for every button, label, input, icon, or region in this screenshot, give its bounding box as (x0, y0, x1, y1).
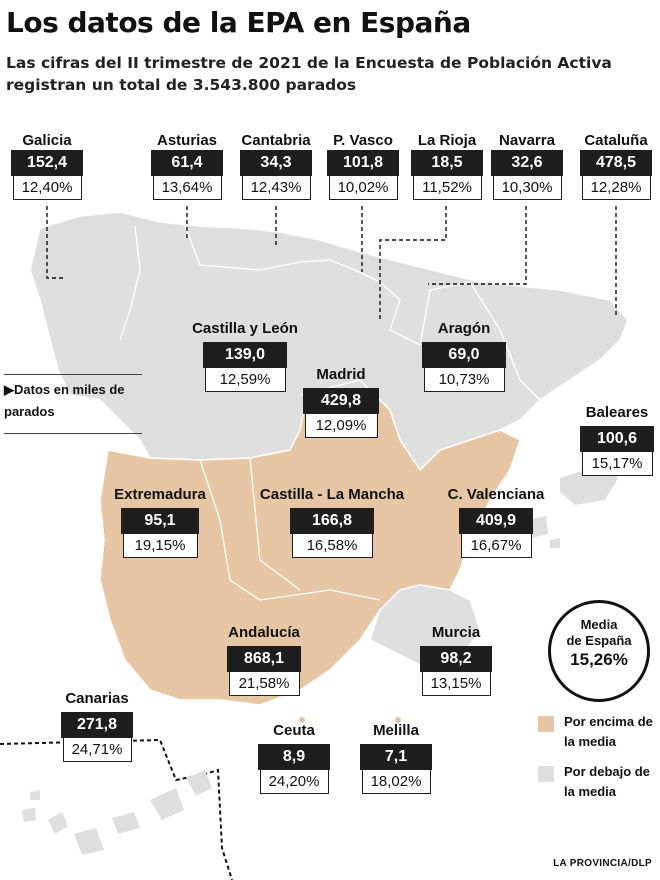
region-madrid: Madrid 429,8 12,09% (300, 366, 382, 438)
region-name: Melilla (373, 722, 419, 739)
page-title: Los datos de la EPA en España (6, 6, 471, 39)
region-cantabria: Cantabria 34,3 12,43% (238, 132, 314, 200)
region-name: Asturias (156, 132, 218, 149)
region-value: 69,0 (422, 342, 506, 368)
region-pct: 24,71% (62, 738, 132, 762)
region-value: 868,1 (227, 646, 301, 672)
region-name: Navarra (499, 132, 555, 149)
region-pvasco: P. Vasco 101,8 10,02% (326, 132, 400, 200)
data-unit-note: ▶Datos en miles de parados (4, 374, 142, 434)
region-name: Cataluña (584, 132, 648, 149)
region-value: 95,1 (121, 508, 199, 534)
region-murcia: Murcia 98,2 13,15% (416, 624, 496, 696)
region-value: 152,4 (11, 150, 83, 176)
region-extremadura: Extremadura 95,1 19,15% (104, 486, 216, 558)
region-name: Castilla y León (192, 320, 298, 337)
region-name: Castilla - La Mancha (259, 486, 405, 503)
legend-above-average: Por encima de la media (538, 712, 656, 752)
region-galicia: Galicia 152,4 12,40% (10, 132, 84, 200)
region-pct: 12,28% (581, 176, 651, 200)
region-name: C. Valenciana (447, 486, 545, 503)
source-credit: LA PROVINCIA/DLP (553, 858, 652, 869)
legend-below-average: Por debajo de la media (538, 762, 656, 802)
region-castillayleon: Castilla y León 139,0 12,59% (180, 320, 310, 392)
legend-swatch-below (538, 766, 554, 782)
region-pct: 16,67% (460, 534, 532, 558)
region-pct: 24,20% (259, 770, 329, 794)
region-canarias: Canarias 271,8 24,71% (54, 690, 140, 762)
region-value: 271,8 (61, 712, 133, 738)
region-name: Cantabria (241, 132, 311, 149)
triangle-right-icon: ▶ (4, 382, 14, 397)
region-pct: 18,02% (361, 770, 431, 794)
region-pct: 11,52% (412, 176, 482, 200)
region-name: Galicia (22, 132, 72, 149)
region-value: 101,8 (327, 150, 399, 176)
region-navarra: Navarra 32,6 10,30% (490, 132, 564, 200)
region-pct: 12,40% (12, 176, 82, 200)
region-pct: 12,59% (204, 368, 286, 392)
region-pct: 19,15% (122, 534, 198, 558)
region-name: P. Vasco (333, 132, 393, 149)
region-value: 61,4 (151, 150, 223, 176)
map-region-murcia (369, 584, 481, 666)
region-name: Baleares (585, 404, 649, 421)
region-cvalenciana: C. Valenciana 409,9 16,67% (436, 486, 556, 558)
region-value: 100,6 (580, 426, 654, 452)
region-name: La Rioja (417, 132, 477, 149)
region-value: 139,0 (203, 342, 287, 368)
region-value: 7,1 (360, 744, 432, 770)
map-ceuta-dot (299, 717, 305, 723)
legend-swatch-above (538, 716, 554, 732)
average-value: 15,26% (570, 650, 628, 669)
region-value: 8,9 (258, 744, 330, 770)
region-melilla: Melilla 7,1 18,02% (356, 722, 436, 794)
national-average-badge: Media de España 15,26% (548, 600, 650, 702)
region-name: Aragón (437, 320, 491, 337)
legend-above-label: Por encima de la media (564, 714, 653, 749)
region-larioja: La Rioja 18,5 11,52% (410, 132, 484, 200)
region-asturias: Asturias 61,4 13,64% (150, 132, 224, 200)
region-pct: 21,58% (228, 672, 300, 696)
region-pct: 16,58% (291, 534, 373, 558)
region-name: Ceuta (273, 722, 315, 739)
region-name: Madrid (316, 366, 366, 383)
region-value: 34,3 (240, 150, 312, 176)
region-value: 98,2 (420, 646, 492, 672)
region-value: 429,8 (303, 388, 379, 414)
region-pct: 12,43% (241, 176, 311, 200)
region-pct: 13,15% (421, 672, 491, 696)
region-castillalamancha: Castilla - La Mancha 166,8 16,58% (252, 486, 412, 558)
leader-lines (46, 206, 617, 322)
region-pct: 15,17% (581, 452, 653, 476)
region-pct: 10,30% (492, 176, 562, 200)
average-label-1: Media (580, 617, 618, 632)
region-baleares: Baleares 100,6 15,17% (578, 404, 656, 476)
region-pct: 10,73% (423, 368, 505, 392)
page-subtitle: Las cifras del II trimestre de 2021 de l… (6, 54, 612, 94)
region-name: Andalucía (228, 624, 300, 641)
average-label-2: de España (566, 633, 632, 648)
region-value: 478,5 (580, 150, 652, 176)
region-pct: 10,02% (328, 176, 398, 200)
map-melilla-dot (395, 717, 401, 723)
region-pct: 12,09% (304, 414, 378, 438)
region-ceuta: Ceuta 8,9 24,20% (254, 722, 334, 794)
region-value: 409,9 (459, 508, 533, 534)
region-cataluna: Cataluña 478,5 12,28% (578, 132, 654, 200)
region-value: 18,5 (411, 150, 483, 176)
legend-below-label: Por debajo de la media (564, 764, 650, 799)
region-name: Murcia (431, 624, 481, 641)
region-value: 32,6 (491, 150, 563, 176)
region-andalucia: Andalucía 868,1 21,58% (214, 624, 314, 696)
region-aragon: Aragón 69,0 10,73% (420, 320, 508, 392)
map-canarias-islands (22, 770, 212, 855)
data-unit-text: Datos en miles de parados (4, 382, 125, 419)
region-pct: 13,64% (152, 176, 222, 200)
region-name: Canarias (65, 690, 129, 707)
region-name: Extremadura (114, 486, 206, 503)
region-value: 166,8 (290, 508, 374, 534)
